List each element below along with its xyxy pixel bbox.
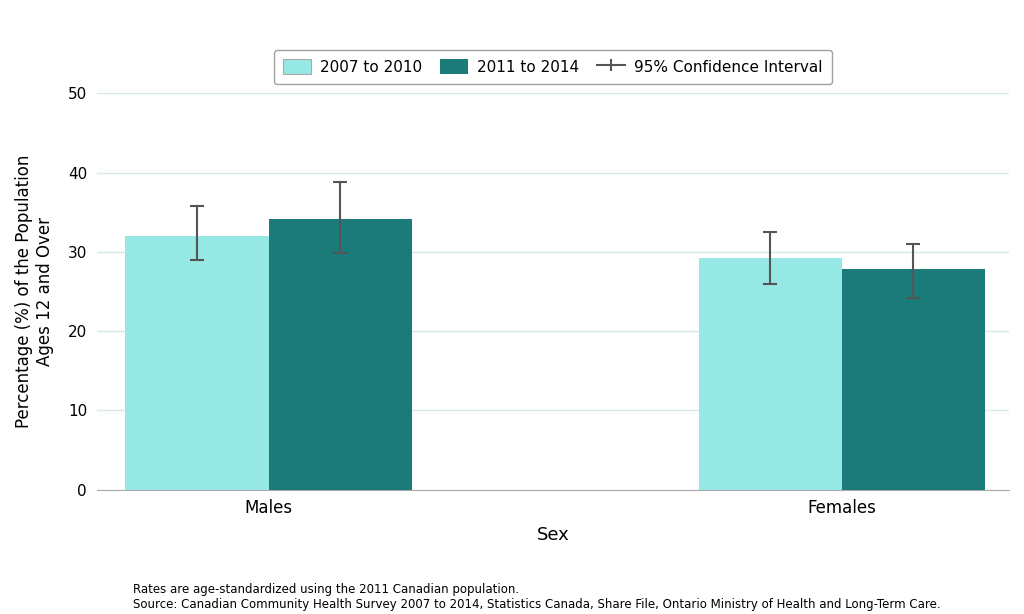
Bar xyxy=(698,258,842,490)
X-axis label: Sex: Sex xyxy=(537,526,569,544)
Bar xyxy=(126,236,268,490)
Text: Source: Canadian Community Health Survey 2007 to 2014, Statistics Canada, Share : Source: Canadian Community Health Survey… xyxy=(133,598,941,611)
Y-axis label: Percentage (%) of the Population
Ages 12 and Over: Percentage (%) of the Population Ages 12… xyxy=(15,155,54,428)
Legend: 2007 to 2010, 2011 to 2014, 95% Confidence Interval: 2007 to 2010, 2011 to 2014, 95% Confiden… xyxy=(274,50,831,84)
Text: Rates are age-standardized using the 2011 Canadian population.: Rates are age-standardized using the 201… xyxy=(133,583,519,596)
Bar xyxy=(268,219,412,490)
Bar xyxy=(842,270,985,490)
